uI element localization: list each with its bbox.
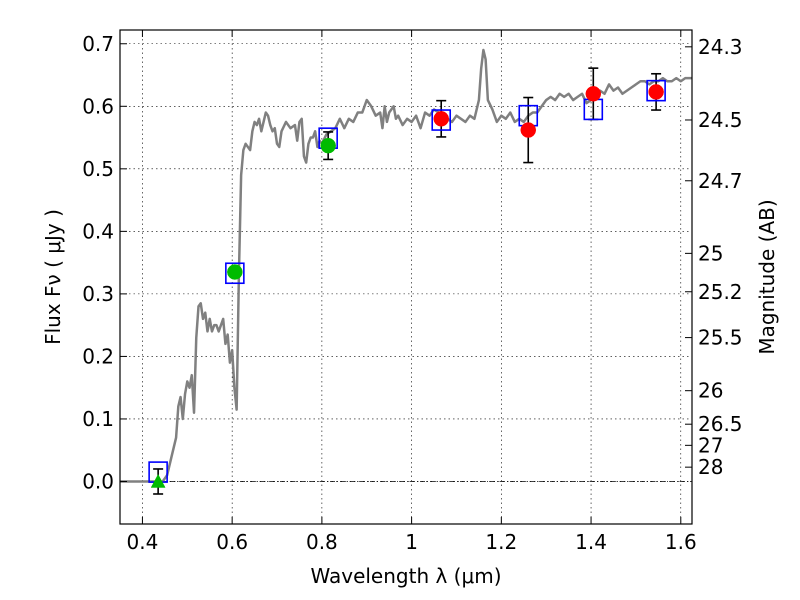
plot-area	[120, 48, 692, 495]
y-tick-label: 0.1	[82, 407, 114, 431]
x-tick-label: 1.4	[575, 530, 607, 554]
y-axis-label: Flux Fν ( μJy )	[41, 209, 65, 345]
magnitude-axis-label: Magnitude (AB)	[755, 199, 779, 354]
magnitude-tick-label: 25	[698, 241, 723, 265]
observed-green-point	[320, 137, 336, 154]
model-photometry-square	[431, 109, 452, 131]
magnitude-tick-label: 26	[698, 379, 723, 403]
magnitude-tick-label: 27	[698, 433, 723, 457]
plot-frame	[119, 29, 693, 525]
model-spectrum	[120, 48, 692, 483]
y-tick-label: 0.0	[82, 469, 114, 493]
y-axis: 0.0 0.1 0.2 0.3 0.4 0.5 0.6 0.7	[82, 32, 127, 493]
markers	[148, 79, 666, 488]
spectrum-line	[120, 48, 692, 483]
grid	[120, 30, 692, 524]
observed-red-point	[433, 111, 449, 127]
y-tick-label: 0.2	[82, 344, 114, 368]
observed-red-point	[520, 122, 537, 138]
y-tick-label: 0.5	[82, 157, 114, 181]
x-tick-label: 1.6	[665, 530, 697, 554]
y-tick-label: 0.6	[82, 94, 114, 118]
magnitude-tick-label: 25.5	[698, 326, 743, 350]
y-tick-label: 0.3	[82, 282, 114, 306]
magnitude-tick-label: 28	[698, 455, 723, 479]
x-tick-label: 0.6	[216, 530, 248, 554]
x-axis: 0.4 0.6 0.8 1 1.2 1.4 1.6	[127, 30, 697, 554]
x-tick-label: 1.2	[485, 530, 517, 554]
y-tick-label: 0.7	[82, 32, 114, 56]
x-tick-label: 1	[405, 530, 418, 554]
model-photometry-square	[225, 262, 245, 285]
magnitude-tick-label: 24.7	[698, 169, 743, 193]
model-photometry-square	[646, 79, 666, 102]
x-axis-label: Wavelength λ (μm)	[310, 564, 501, 588]
magnitude-tick-label: 26.5	[698, 412, 743, 436]
x-tick-label: 0.4	[127, 530, 159, 554]
magnitude-tick-label: 25.2	[698, 280, 743, 304]
observed-triangle-marker	[150, 473, 166, 488]
magnitude-tick-label: 24.3	[698, 35, 743, 59]
x-tick-label: 0.8	[306, 530, 338, 554]
observed-red-point	[648, 84, 664, 100]
magnitude-tick-label: 24.5	[698, 108, 743, 132]
observed-red-point	[585, 86, 602, 102]
y-tick-label: 0.4	[82, 219, 114, 243]
observed-green-point	[227, 264, 243, 280]
error-bars	[153, 67, 662, 495]
